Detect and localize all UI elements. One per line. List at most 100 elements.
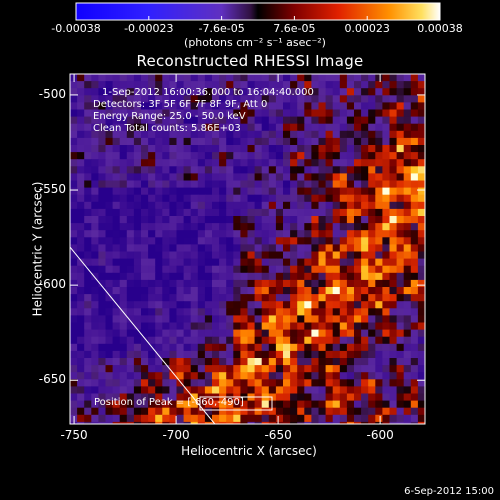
heatmap-cell <box>325 407 334 416</box>
heatmap-cell <box>396 301 405 309</box>
heatmap-cell <box>417 74 425 82</box>
heatmap-cell <box>240 279 249 288</box>
heatmap-cell <box>240 230 249 238</box>
heatmap-cell <box>297 194 305 203</box>
heatmap-cell <box>283 201 291 210</box>
heatmap-cell <box>190 244 199 253</box>
heatmap-cell <box>84 251 92 260</box>
heatmap-cell <box>332 145 341 153</box>
heatmap-cell <box>332 372 341 380</box>
heatmap-cell <box>368 223 376 231</box>
heatmap-cell <box>254 421 263 424</box>
heatmap-cell <box>226 81 234 89</box>
heatmap-cell <box>318 166 327 174</box>
heatmap-cell <box>112 216 121 224</box>
heatmap-cell <box>339 130 348 139</box>
heatmap-cell <box>368 301 376 309</box>
heatmap-cell <box>382 74 391 82</box>
heatmap-cell <box>396 88 405 96</box>
heatmap-cell <box>368 287 376 295</box>
heatmap-cell <box>98 372 107 380</box>
heatmap-cell <box>361 145 369 153</box>
heatmap-cell <box>91 287 99 295</box>
heatmap-cell <box>247 365 256 373</box>
heatmap-cell <box>204 152 213 160</box>
heatmap-cell <box>389 145 398 153</box>
heatmap-cell <box>162 81 170 89</box>
heatmap-cell <box>290 265 298 274</box>
heatmap-cell <box>197 145 206 153</box>
heatmap-cell <box>183 123 192 132</box>
heatmap-cell <box>148 258 156 267</box>
heatmap-cell <box>311 223 320 231</box>
heatmap-cell <box>176 130 185 139</box>
heatmap-cell <box>247 74 256 82</box>
heatmap-cell <box>212 251 220 260</box>
heatmap-cell <box>169 109 178 118</box>
heatmap-cell <box>197 81 206 89</box>
heatmap-cell <box>126 343 135 352</box>
heatmap-cell <box>325 116 334 125</box>
heatmap-cell <box>183 379 192 387</box>
heatmap-cell <box>382 350 391 359</box>
heatmap-cell <box>417 88 425 96</box>
heatmap-cell <box>240 365 249 373</box>
heatmap-cell <box>219 265 227 274</box>
heatmap-cell <box>105 152 114 160</box>
heatmap-cell <box>70 137 78 146</box>
heatmap-cell <box>212 301 220 309</box>
heatmap-cell <box>91 187 99 196</box>
heatmap-cell <box>346 414 355 423</box>
heatmap-cell <box>133 152 142 160</box>
heatmap-cell <box>382 294 391 302</box>
heatmap-cell <box>190 88 199 96</box>
heatmap-cell <box>169 208 178 217</box>
heatmap-cell <box>332 102 341 111</box>
heatmap-cell <box>325 216 334 224</box>
heatmap-cell <box>410 301 419 309</box>
heatmap-cell <box>190 336 199 345</box>
heatmap-cell <box>410 74 419 82</box>
heatmap-cell <box>183 393 192 402</box>
heatmap-cell <box>98 230 107 238</box>
heatmap-cell <box>219 201 227 210</box>
heatmap-cell <box>261 279 270 288</box>
heatmap-cell <box>247 216 256 224</box>
heatmap-cell <box>261 152 270 160</box>
heatmap-cell <box>84 294 92 302</box>
heatmap-cell <box>417 223 425 231</box>
heatmap-cell <box>98 201 107 210</box>
heatmap-cell <box>176 329 185 338</box>
heatmap-cell <box>176 279 185 288</box>
heatmap-cell <box>403 223 412 231</box>
heatmap-cell <box>112 372 121 380</box>
heatmap-cell <box>339 123 348 132</box>
heatmap-cell <box>283 173 291 182</box>
heatmap-cell <box>325 81 334 89</box>
heatmap-cell <box>275 379 284 387</box>
heatmap-cell <box>290 400 298 409</box>
heatmap-cell <box>105 358 114 366</box>
heatmap-cell <box>375 137 383 146</box>
heatmap-cell <box>389 173 398 182</box>
heatmap-cell <box>261 237 270 245</box>
heatmap-cell <box>382 343 391 352</box>
heatmap-cell <box>219 287 227 295</box>
heatmap-cell <box>325 336 334 345</box>
heatmap-cell <box>77 152 85 160</box>
heatmap-cell <box>304 308 312 316</box>
heatmap-cell <box>417 166 425 174</box>
heatmap-cell <box>261 137 270 146</box>
heatmap-cell <box>389 372 398 380</box>
heatmap-cell <box>226 95 234 103</box>
heatmap-cell <box>290 272 298 281</box>
heatmap-cell <box>297 315 305 324</box>
heatmap-cell <box>119 372 128 380</box>
heatmap-cell <box>247 315 256 324</box>
heatmap-cell <box>318 279 327 288</box>
heatmap-cell <box>304 386 312 395</box>
heatmap-cell <box>304 272 312 281</box>
heatmap-cell <box>133 74 142 82</box>
heatmap-cell <box>297 81 305 89</box>
heatmap-cell <box>346 258 355 267</box>
